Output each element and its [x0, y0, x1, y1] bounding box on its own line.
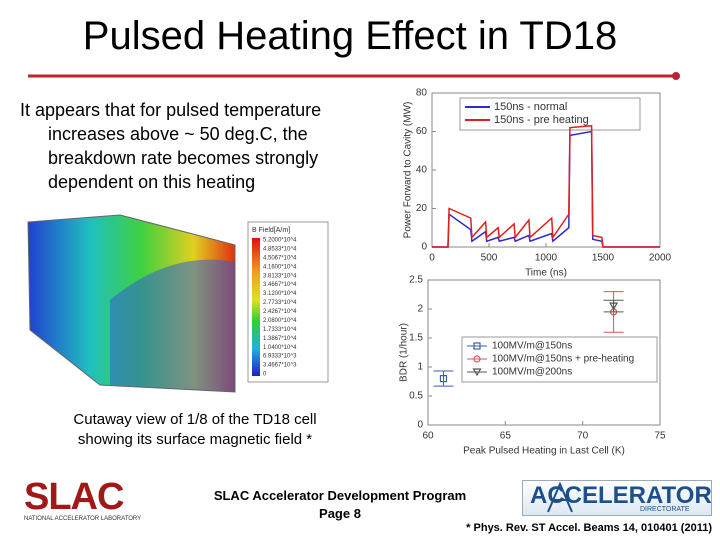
- x-axis-label: Peak Pulsed Heating in Last Cell (K): [463, 446, 625, 457]
- legend-box: [459, 97, 641, 131]
- caption: Cutaway view of 1/8 of the TD18 cell sho…: [73, 411, 317, 448]
- y-tick-label: 1: [417, 362, 423, 373]
- field-colorbar: [252, 238, 260, 376]
- y-tick-label: 60: [416, 126, 428, 137]
- point: [439, 375, 448, 383]
- bullet: It appears that for pulsed temperature i…: [20, 100, 322, 192]
- slac-sub: NATIONAL ACCELERATOR LABORATORY: [24, 516, 142, 522]
- field-legend-label: 0: [263, 372, 267, 378]
- field-legend-label: 2.4267*10^4: [263, 309, 297, 315]
- field-legend-label: 4.5067*10^4: [263, 255, 297, 261]
- x-tick-label: 70: [577, 431, 589, 442]
- field-legend-label: 2.7733*10^4: [263, 300, 297, 306]
- field-model-cut: [110, 259, 235, 392]
- field-legend-label: 6.9333*10^3: [263, 354, 297, 360]
- field-legend-label: 1.0400*10^4: [263, 345, 297, 351]
- x-tick-label: 75: [654, 431, 666, 442]
- series-line: [432, 124, 660, 248]
- y-tick-label: 0.5: [409, 391, 423, 402]
- x-tick-label: 60: [422, 431, 434, 442]
- x-tick-label: 1000: [535, 253, 558, 264]
- y-tick-label: 40: [416, 165, 428, 176]
- field-legend-label: 3.1200*10^4: [263, 291, 297, 297]
- acc-sub: DIRECTORATE: [640, 506, 690, 513]
- y-tick-label: 2: [417, 304, 423, 315]
- field-legend-label: 4.1600*10^4: [263, 264, 297, 270]
- point: [473, 355, 481, 363]
- field-legend-box: [247, 221, 329, 383]
- y-tick-label: 20: [416, 203, 428, 214]
- legend-label: 100MV/m@200ns: [492, 367, 572, 378]
- legend-label: 100MV/m@150ns + pre-heating: [492, 354, 634, 365]
- field-legend-label: 3.4667*10^4: [263, 282, 297, 288]
- field-legend-label: 2.0800*10^4: [263, 318, 297, 324]
- y-tick-label: 80: [416, 88, 428, 99]
- legend-box: [461, 336, 658, 383]
- y-axis-label: Power Forward to Cavity (MW): [403, 102, 414, 239]
- legend-label: 150ns - pre heating: [494, 114, 589, 126]
- y-axis-label: BDR (1/hour): [399, 323, 410, 382]
- y-tick-label: 1.5: [409, 333, 423, 344]
- field-legend-title: B Field[A/m]: [252, 227, 290, 234]
- x-tick-label: 0: [429, 253, 435, 264]
- field-legend-label: 1.3867*10^4: [263, 336, 297, 342]
- point: [472, 368, 482, 377]
- footer-page: Page 8: [319, 506, 361, 521]
- footer-program: SLAC Accelerator Development Program: [213, 488, 467, 503]
- legend-label: 100MV/m@150ns: [492, 341, 572, 352]
- reference: * Phys. Rev. ST Accel. Beams 14, 010401 …: [466, 522, 712, 534]
- error-bar: [433, 370, 454, 387]
- point: [473, 342, 481, 350]
- y-tick-label: 2.5: [409, 275, 423, 286]
- slac-logo: SLAC: [24, 476, 124, 518]
- y-tick-label: 0: [421, 242, 427, 253]
- field-legend-label: 3.8133*10^4: [263, 273, 297, 279]
- x-tick-label: 65: [500, 431, 512, 442]
- acc-logo-icon: [547, 481, 573, 513]
- field-legend-label: 5.2000*10^4: [263, 238, 297, 244]
- x-tick-label: 500: [481, 253, 498, 264]
- legend-label: 150ns - normal: [494, 101, 567, 113]
- x-axis-label: Time (ns): [525, 268, 567, 279]
- x-tick-label: 1500: [592, 253, 615, 264]
- series-line: [432, 130, 660, 248]
- point: [609, 302, 619, 311]
- field-legend-label: 3.4667*10^3: [263, 363, 297, 369]
- title-rule-dot: [672, 72, 680, 80]
- x-tick-label: 2000: [649, 253, 672, 264]
- title: Pulsed Heating Effect in TD18: [82, 14, 618, 58]
- field-legend-label: 4.8533*10^4: [263, 247, 297, 253]
- field-legend-label: 1.7333*10^4: [263, 327, 297, 333]
- y-tick-label: 0: [417, 420, 423, 431]
- plot-frame: [427, 279, 661, 426]
